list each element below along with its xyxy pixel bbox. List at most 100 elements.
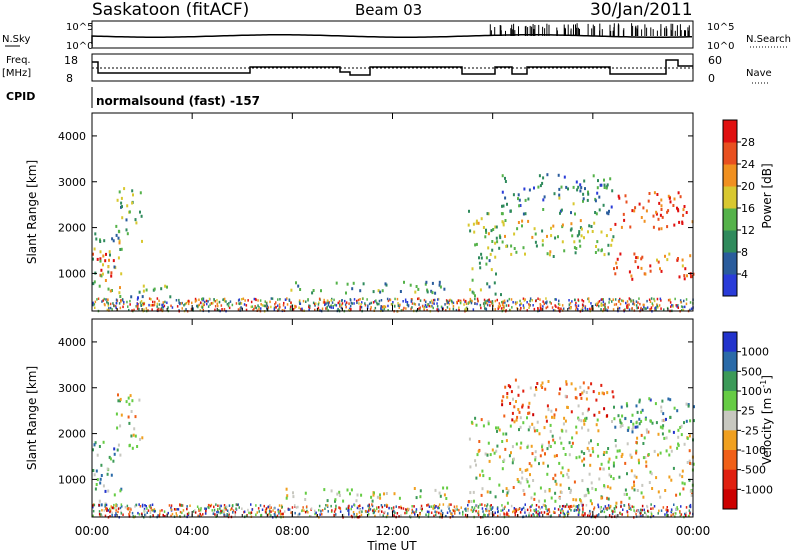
data-cell (130, 508, 132, 511)
data-cell (326, 504, 329, 507)
data-cell (660, 198, 663, 202)
data-cell (419, 299, 422, 302)
data-cell (645, 460, 648, 464)
data-cell (367, 504, 370, 507)
data-cell (98, 499, 101, 503)
data-cell (689, 461, 691, 465)
data-cell (385, 492, 388, 495)
data-cell (211, 509, 213, 512)
data-cell (514, 378, 517, 382)
data-cell (162, 513, 164, 517)
data-cell (458, 511, 461, 515)
data-cell (508, 297, 511, 301)
data-cell (374, 300, 376, 303)
data-cell (186, 505, 188, 508)
data-cell (655, 308, 657, 312)
data-cell (567, 512, 570, 515)
data-cell (565, 382, 568, 386)
data-cell (620, 225, 623, 229)
data-cell (655, 210, 658, 214)
data-cell (143, 302, 145, 306)
data-cell (289, 305, 292, 308)
data-cell (490, 268, 493, 272)
data-cell (515, 400, 517, 403)
data-cell (318, 504, 321, 508)
data-cell (282, 512, 284, 516)
data-cell (99, 477, 102, 481)
data-cell (573, 246, 576, 250)
data-cell (487, 232, 490, 236)
data-cell (633, 484, 636, 488)
data-cell (200, 514, 202, 518)
data-cell (452, 305, 455, 308)
nave-label: Nave (746, 68, 772, 79)
data-cell (644, 272, 647, 276)
data-cell (109, 507, 111, 511)
data-cell (670, 449, 673, 453)
data-cell (95, 469, 98, 473)
data-cell (452, 307, 455, 311)
data-cell (607, 460, 610, 464)
data-cell (478, 256, 480, 260)
data-cell (650, 511, 652, 514)
data-cell (200, 507, 202, 510)
data-cell (550, 409, 553, 413)
data-cell (546, 512, 548, 516)
data-cell (141, 436, 144, 440)
data-cell (493, 513, 495, 516)
data-cell (582, 192, 585, 196)
data-cell (194, 300, 197, 303)
data-cell (605, 507, 607, 510)
data-cell (600, 183, 603, 187)
colorbar-swatch (723, 371, 737, 392)
data-cell (684, 512, 686, 516)
data-cell (203, 303, 205, 307)
data-cell (470, 301, 473, 305)
data-cell (635, 475, 638, 479)
data-cell (228, 511, 230, 515)
data-cell (432, 298, 435, 302)
data-cell (371, 504, 374, 508)
data-cell (652, 225, 655, 229)
data-cell (635, 304, 638, 307)
data-cell (632, 422, 635, 426)
data-cell (551, 434, 554, 438)
data-cell (225, 508, 227, 511)
data-cell (106, 472, 109, 476)
data-cell (196, 505, 199, 508)
data-cell (119, 506, 122, 510)
data-cell (250, 305, 252, 309)
data-cell (126, 504, 129, 508)
data-cell (484, 235, 487, 239)
data-cell (472, 308, 475, 311)
data-cell (198, 509, 200, 512)
data-cell (628, 270, 631, 274)
data-cell (487, 514, 489, 517)
data-cell (472, 490, 475, 494)
data-cell (477, 299, 479, 303)
data-cell (486, 503, 489, 506)
data-cell (490, 229, 493, 233)
data-cell (649, 398, 652, 402)
data-cell (336, 492, 339, 496)
data-cell (561, 505, 564, 508)
data-cell (480, 418, 483, 422)
data-cell (618, 300, 620, 303)
data-cell (335, 304, 338, 307)
data-cell (113, 447, 116, 451)
data-cell (651, 487, 654, 490)
data-cell (139, 191, 142, 195)
data-cell (622, 508, 624, 511)
data-cell (603, 407, 606, 411)
data-cell (629, 298, 632, 301)
data-cell (530, 444, 533, 448)
data-cell (496, 444, 499, 448)
data-cell (358, 507, 360, 510)
data-cell (307, 511, 309, 514)
colorbar-tick-label: 28 (741, 136, 755, 149)
data-cell (129, 303, 131, 306)
data-cell (559, 483, 562, 487)
data-cell (294, 511, 296, 515)
data-cell (325, 302, 327, 305)
data-cell (164, 284, 167, 288)
